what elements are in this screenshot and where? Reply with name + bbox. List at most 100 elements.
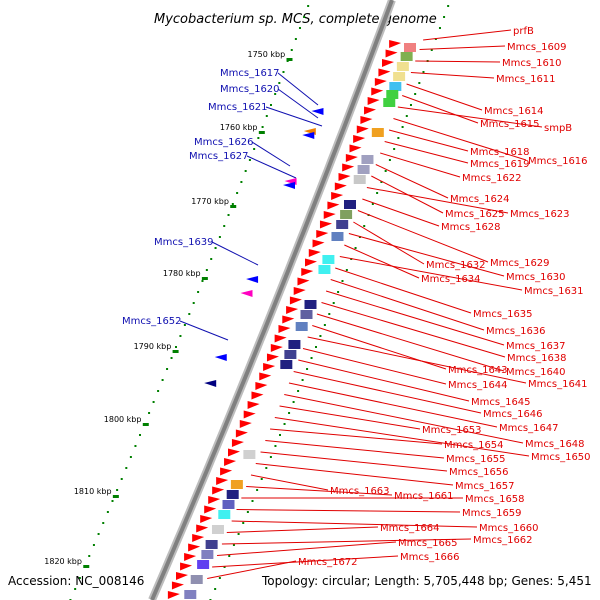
forward-gene-label: prfB — [513, 26, 534, 37]
forward-gene-label: Mmcs_1666 — [400, 552, 460, 563]
gene-arrow — [243, 410, 256, 419]
gene-block — [218, 510, 231, 519]
track-dot — [298, 27, 301, 29]
track-dot — [380, 181, 383, 183]
scale-tick — [258, 131, 265, 134]
gene-block — [386, 90, 399, 99]
gene-arrow — [204, 505, 217, 514]
forward-gene-label: Mmcs_1672 — [298, 557, 358, 568]
accession-text: Accession: NC_008146 — [8, 574, 145, 588]
gene-block — [383, 98, 396, 107]
gene-block — [389, 82, 402, 91]
gene-arrow — [231, 439, 244, 447]
forward-gene-label: Mmcs_1618 — [470, 147, 530, 158]
forward-leader-line — [335, 267, 472, 314]
forward-gene-label: Mmcs_1643 — [448, 365, 508, 376]
forward-gene-label: Mmcs_1619 — [470, 159, 530, 170]
forward-leader-line — [212, 555, 399, 568]
track-dot — [236, 192, 239, 194]
reverse-gene-label: Mmcs_1621 — [208, 102, 268, 113]
forward-gene-label: Mmcs_1653 — [422, 425, 482, 436]
gene-block — [361, 155, 374, 164]
track-dot — [274, 93, 277, 95]
gene-arrow — [184, 553, 197, 561]
track-dot — [223, 566, 226, 568]
reverse-feature — [240, 290, 253, 297]
forward-gene-label: Mmcs_1664 — [380, 523, 440, 534]
forward-leader-line — [410, 72, 495, 79]
forward-gene-label: Mmcs_1662 — [473, 535, 533, 546]
track-dot — [111, 500, 114, 502]
track-dot — [228, 555, 231, 557]
scale-label: 1750 kbp — [247, 50, 285, 59]
genome-title: Mycobacterium sp. MCS, complete genome — [154, 12, 437, 27]
track-dot — [306, 368, 309, 370]
track-dot — [231, 203, 234, 205]
forward-leader-line — [274, 417, 530, 457]
track-dot — [116, 489, 119, 491]
gene-block — [230, 480, 243, 489]
track-dot — [292, 401, 295, 403]
track-dot — [397, 137, 400, 139]
track-dot — [170, 357, 173, 359]
forward-gene-label: Mmcs_1623 — [510, 209, 570, 220]
track-dot — [244, 170, 247, 172]
gene-block — [284, 350, 297, 359]
gene-arrow — [371, 87, 384, 96]
track-dot — [345, 269, 348, 271]
forward-leader-line — [321, 302, 506, 358]
track-dot — [174, 346, 177, 348]
gene-arrow — [342, 163, 355, 172]
gene-block — [318, 265, 331, 274]
forward-leader-line — [362, 198, 440, 227]
track-dot — [248, 159, 251, 161]
forward-gene-label: Mmcs_1650 — [531, 452, 591, 463]
track-dot — [253, 148, 256, 150]
track-dot — [218, 577, 221, 579]
forward-gene-label: Mmcs_1657 — [455, 481, 515, 492]
gene-arrow — [176, 572, 189, 580]
track-dot — [161, 379, 164, 381]
gene-arrow — [282, 315, 295, 324]
reverse-leader-line — [211, 241, 259, 266]
scale-label: 1810 kbp — [74, 487, 112, 496]
gene-features — [167, 40, 416, 599]
gene-arrow — [251, 391, 264, 400]
track-dot — [265, 115, 268, 117]
track-dot — [97, 533, 100, 535]
track-dot — [290, 49, 293, 51]
gene-arrow — [364, 106, 377, 115]
forward-gene-label: smpB — [544, 123, 572, 134]
gene-arrow — [180, 562, 193, 571]
forward-gene-label: Mmcs_1648 — [525, 439, 585, 450]
gene-block — [226, 490, 239, 499]
topology-text: Topology: circular; Length: 5,705,448 bp… — [262, 574, 592, 588]
forward-gene-label: Mmcs_1624 — [450, 194, 510, 205]
forward-gene-label: Mmcs_1622 — [462, 173, 522, 184]
reverse-leader-line — [265, 106, 323, 127]
forward-gene-label: Mmcs_1631 — [524, 286, 584, 297]
gene-arrow — [327, 201, 340, 210]
forward-leader-line — [375, 164, 449, 199]
track-dot — [303, 16, 306, 18]
gene-block — [371, 128, 384, 137]
forward-leader-line — [255, 463, 454, 486]
forward-leader-line — [236, 509, 461, 513]
track-dot — [166, 368, 169, 370]
scale-tick — [286, 58, 293, 61]
forward-leader-line — [380, 152, 461, 178]
gene-arrow — [349, 144, 362, 153]
track-dot — [120, 478, 123, 480]
gene-arrow — [308, 249, 321, 257]
gene-arrow — [247, 401, 260, 409]
track-dot — [319, 335, 322, 337]
gene-arrow — [224, 458, 237, 466]
gene-block — [211, 525, 224, 534]
reverse-leader-line — [246, 155, 297, 179]
track-dot — [102, 522, 105, 524]
forward-gene-label: Mmcs_1609 — [507, 42, 567, 53]
forward-leader-line — [216, 541, 397, 556]
gene-block — [344, 200, 356, 209]
track-dot — [129, 456, 132, 458]
